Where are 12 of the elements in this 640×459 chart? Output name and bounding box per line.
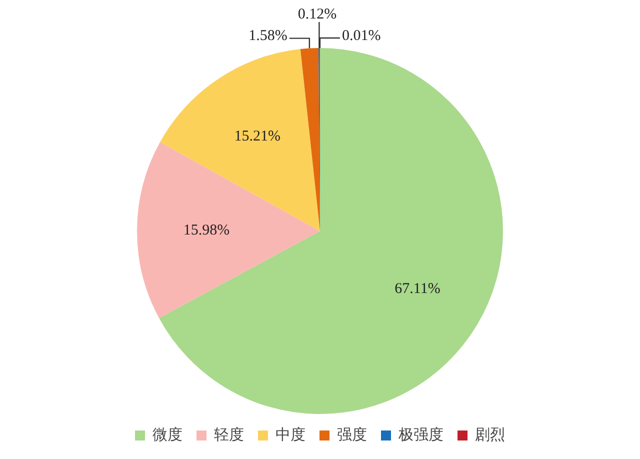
- legend-label: 微度: [152, 425, 182, 444]
- legend-label: 强度: [337, 425, 367, 444]
- data-label: 67.11%: [394, 281, 440, 298]
- legend-label: 轻度: [214, 425, 244, 444]
- legend-label: 中度: [276, 425, 306, 444]
- data-label: 15.21%: [234, 128, 280, 144]
- data-label: 0.12%: [298, 6, 337, 22]
- legend-label: 极强度: [398, 425, 444, 444]
- legend-label: 剧烈: [475, 425, 505, 444]
- data-label: 0.01%: [342, 28, 381, 44]
- data-label: 1.58%: [248, 28, 288, 44]
- data-label: 15.98%: [183, 222, 230, 238]
